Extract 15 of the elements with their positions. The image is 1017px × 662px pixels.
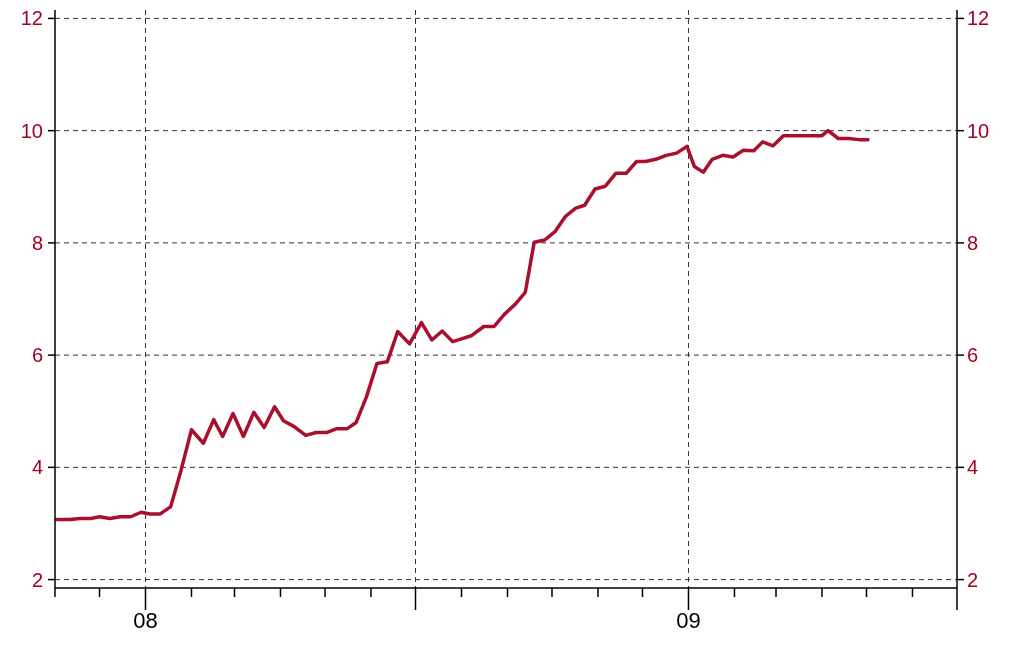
y2-tick-label: 6: [967, 344, 979, 367]
y2-tick-label: 8: [967, 231, 979, 254]
y-tick-label: 6: [31, 344, 43, 367]
y2-tick-label: 10: [967, 119, 990, 142]
y-tick-label: 2: [31, 568, 43, 591]
y2-tick-label: 4: [967, 456, 979, 479]
y2-tick-label: 12: [967, 7, 990, 30]
line-series: [54, 128, 870, 522]
x-tick-label: 08: [133, 608, 158, 633]
y-tick-label: 10: [20, 119, 43, 142]
y-tick-label: 4: [31, 456, 43, 479]
y-tick-label: 12: [20, 7, 43, 30]
y-tick-label: 8: [31, 231, 43, 254]
y2-tick-label: 2: [967, 568, 979, 591]
x-tick-label: 09: [676, 608, 701, 633]
